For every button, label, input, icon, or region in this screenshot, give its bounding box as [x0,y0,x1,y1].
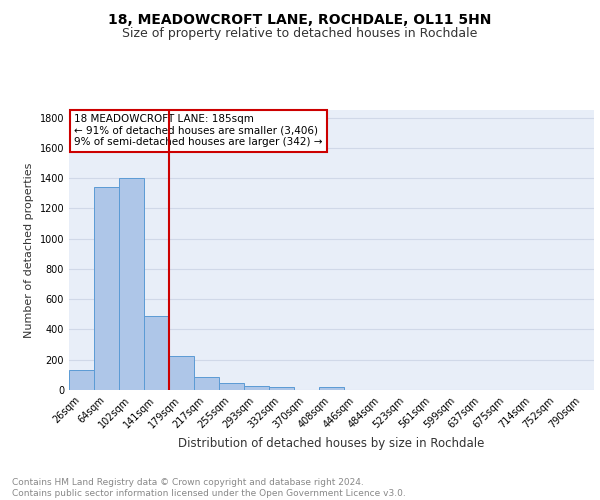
Text: 18, MEADOWCROFT LANE, ROCHDALE, OL11 5HN: 18, MEADOWCROFT LANE, ROCHDALE, OL11 5HN [109,12,491,26]
Bar [144,316,169,390]
Bar [319,388,344,390]
Bar [194,377,219,390]
Text: Size of property relative to detached houses in Rochdale: Size of property relative to detached ho… [122,28,478,40]
Bar [169,356,194,390]
Bar [219,383,244,390]
Bar [94,187,119,390]
Bar [69,370,94,390]
Bar [269,387,294,390]
Bar [119,178,144,390]
Y-axis label: Number of detached properties: Number of detached properties [24,162,34,338]
Bar [244,386,269,390]
Text: Contains HM Land Registry data © Crown copyright and database right 2024.
Contai: Contains HM Land Registry data © Crown c… [12,478,406,498]
X-axis label: Distribution of detached houses by size in Rochdale: Distribution of detached houses by size … [178,437,485,450]
Text: 18 MEADOWCROFT LANE: 185sqm
← 91% of detached houses are smaller (3,406)
9% of s: 18 MEADOWCROFT LANE: 185sqm ← 91% of det… [74,114,323,148]
